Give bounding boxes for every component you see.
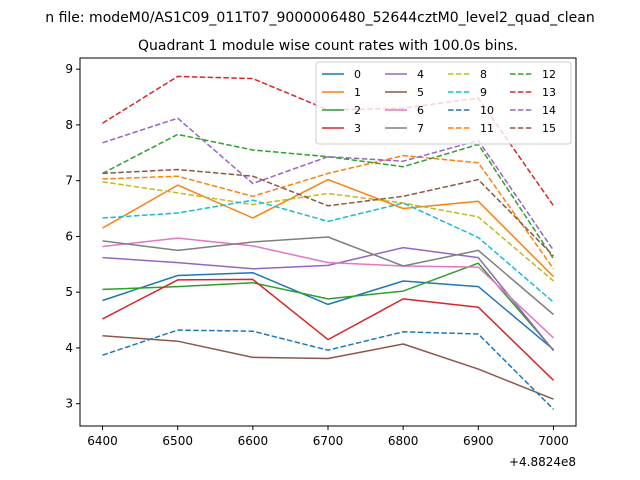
series-6-line	[102, 237, 555, 339]
y-tick-label: 6	[65, 229, 73, 243]
series-5-line	[102, 334, 554, 400]
legend-label-10: 10	[480, 104, 494, 117]
figure-suptitle: n file: modeM0/AS1C09_011T07_9000006480_…	[45, 10, 594, 26]
legend-label-9: 9	[480, 86, 487, 99]
series-2-line	[102, 262, 555, 351]
legend-label-8: 8	[480, 68, 487, 81]
y-tick-label: 8	[65, 118, 73, 132]
x-tick-label: 7000	[538, 434, 569, 448]
y-tick-label: 4	[65, 341, 73, 355]
y-tick-label: 3	[65, 397, 73, 411]
series-15-line	[102, 168, 555, 257]
legend-label-2: 2	[354, 104, 361, 117]
legend-label-6: 6	[417, 104, 424, 117]
series-11-line	[102, 154, 555, 270]
x-tick-label: 6500	[162, 434, 193, 448]
series-3-line	[102, 278, 555, 381]
legend-label-7: 7	[417, 122, 424, 135]
legend-label-0: 0	[354, 68, 361, 81]
x-axis-ticks: 6400 6500 6600 6700 6800 6900 7000	[87, 426, 569, 448]
series-12-line	[102, 133, 555, 260]
legend-box	[315, 61, 572, 145]
series-7-line	[102, 236, 554, 316]
series-8-line	[102, 181, 554, 282]
legend-label-5: 5	[417, 86, 424, 99]
series-9-line	[102, 199, 554, 303]
series-1-line	[102, 178, 555, 278]
legend-label-12: 12	[542, 68, 556, 81]
x-tick-label: 6900	[463, 434, 494, 448]
y-axis-ticks: 3 4 5 6 7 8 9	[65, 62, 80, 411]
series-10-line	[102, 329, 555, 410]
legend-label-15: 15	[542, 122, 556, 135]
legend-label-13: 13	[542, 86, 556, 99]
x-tick-label: 6600	[238, 434, 269, 448]
x-tick-label: 6800	[388, 434, 419, 448]
legend-label-3: 3	[354, 122, 361, 135]
x-axis-offset-label: +4.8824e8	[509, 455, 576, 469]
legend-label-11: 11	[480, 122, 494, 135]
series-0-line	[102, 271, 554, 351]
x-tick-label: 6700	[313, 434, 344, 448]
legend-label-4: 4	[417, 68, 424, 81]
chart-title: Quadrant 1 module wise count rates with …	[138, 38, 518, 54]
x-tick-label: 6400	[87, 434, 118, 448]
legend-label-1: 1	[354, 86, 361, 99]
y-tick-label: 7	[65, 174, 73, 188]
y-tick-label: 9	[65, 62, 73, 76]
legend-label-14: 14	[542, 104, 556, 117]
series-4-line	[102, 246, 555, 352]
y-tick-label: 5	[65, 285, 73, 299]
